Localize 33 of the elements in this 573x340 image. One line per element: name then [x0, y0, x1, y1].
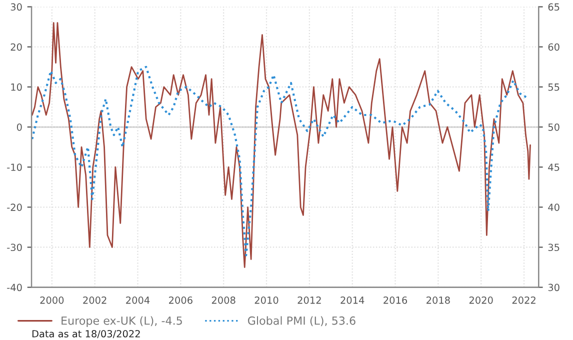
- x-tick-label: 2004: [126, 296, 150, 304]
- y2-tick-label: 50: [548, 123, 560, 131]
- y2-tick-label: 60: [548, 43, 560, 51]
- y-tick-label: 20: [10, 43, 22, 51]
- x-tick-label: 2000: [40, 296, 64, 304]
- x-tick-label: 2008: [212, 296, 236, 304]
- y2-tick-label: 55: [548, 84, 560, 91]
- line-series: [32, 22, 531, 268]
- y2-tick-label: 35: [548, 244, 560, 252]
- y2-tick-label: 65: [548, 3, 560, 11]
- x-tick-label: 2014: [340, 296, 364, 304]
- y-tick-label: -30: [7, 244, 22, 252]
- text: Data as at 18/03/2022: [32, 330, 140, 338]
- y2-tick-label: 40: [548, 204, 560, 211]
- x-tick-label: 2020: [469, 296, 493, 304]
- y-tick-label: -10: [7, 164, 22, 171]
- y-tick-label: 0: [16, 123, 22, 131]
- y2-tick-label: 45: [548, 164, 560, 171]
- y-tick-label: -20: [7, 204, 22, 211]
- x-tick-label: 2018: [426, 296, 450, 304]
- x-tick-label: 2006: [169, 296, 192, 304]
- y-tick-label: -40: [7, 284, 22, 292]
- legend-label: Global PMI (L), 53.6: [248, 316, 356, 326]
- y-tick-label: 30: [10, 3, 22, 11]
- line-series: [32, 66, 529, 256]
- x-tick-label: 2012: [298, 296, 321, 304]
- legend-label: Europe ex-UK (L), -4.5: [62, 316, 182, 327]
- x-tick-label: 2010: [254, 296, 278, 304]
- y2-tick-label: 30: [548, 284, 560, 292]
- x-tick-label: 2016: [384, 296, 408, 304]
- x-tick-label: 2002: [83, 296, 106, 304]
- x-tick-label: 2022: [512, 296, 536, 304]
- y-tick-label: 10: [11, 83, 22, 91]
